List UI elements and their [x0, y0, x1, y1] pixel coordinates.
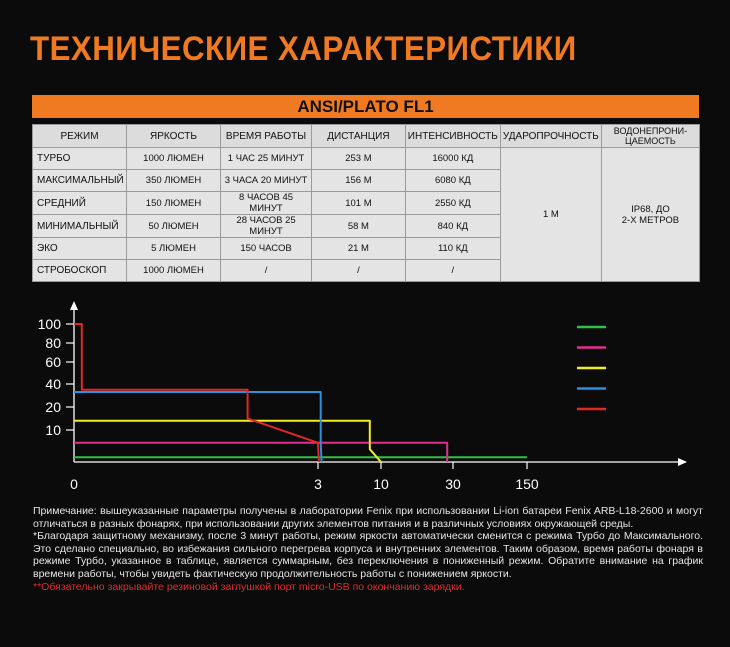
cell-distance: 156 М — [311, 169, 406, 192]
cell-runtime: 1 ЧАС 25 МИНУТ — [220, 147, 313, 170]
spec-table: РЕЖИМ ЯРКОСТЬ ВРЕМЯ РАБОТЫ ДИСТАНЦИЯ ИНТ… — [32, 124, 701, 282]
cell-runtime: 8 ЧАСОВ 45 МИНУТ — [220, 191, 313, 215]
note-warning: **Обязательно закрывайте резиновой заглу… — [33, 580, 465, 593]
x-tick-label: 3 — [314, 476, 322, 492]
x-tick-label: 150 — [515, 476, 539, 492]
cell-mode: ЭКО — [32, 237, 127, 260]
cell-mode: МИНИМАЛЬНЫЙ — [32, 214, 127, 238]
note-paragraph-1: Примечание: вышеуказанные параметры полу… — [33, 505, 703, 530]
y-tick-label: 20 — [45, 399, 61, 415]
y-tick-label: 60 — [45, 354, 61, 370]
table-row: ТУРБО 1000 ЛЮМЕН 1 ЧАС 25 МИНУТ 253 М 16… — [32, 147, 701, 282]
cell-intensity: 6080 КД — [404, 169, 501, 192]
cell-impact: 1 М — [499, 147, 602, 282]
header-runtime: ВРЕМЯ РАБОТЫ — [220, 124, 313, 148]
cell-mode: СТРОБОСКОП — [32, 259, 127, 282]
notes-block: Примечание: вышеуказанные параметры полу… — [33, 505, 703, 593]
waterproof-line-1: IP68, ДО — [631, 203, 670, 215]
cell-distance: 58 М — [311, 214, 406, 238]
header-distance: ДИСТАНЦИЯ — [311, 124, 406, 148]
series-line — [74, 391, 323, 463]
header-impact: УДАРОПРОЧНОСТЬ — [499, 124, 602, 148]
series-line — [74, 441, 449, 462]
header-intensity: ИНТЕНСИВНОСТЬ — [404, 124, 501, 148]
page-title: ТЕХНИЧЕСКИЕ ХАРАКТЕРИСТИКИ — [30, 30, 577, 68]
y-tick-label: 80 — [45, 335, 61, 351]
y-tick-label: 100 — [38, 316, 62, 332]
table-row: СТРОБОСКОП 1000 ЛЮМЕН / / / — [32, 259, 700, 282]
cell-runtime: 150 ЧАСОВ — [220, 237, 313, 260]
y-tick-label: 40 — [45, 376, 61, 392]
header-waterproof: ВОДОНЕПРОНИ-ЦАЕМОСТЬ — [600, 124, 701, 148]
waterproof-line-2: 2-Х МЕТРОВ — [621, 214, 680, 226]
x-tick-label: 30 — [445, 476, 461, 492]
table-header-row: РЕЖИМ ЯРКОСТЬ ВРЕМЯ РАБОТЫ ДИСТАНЦИЯ ИНТ… — [32, 124, 701, 148]
x-tick-label: 10 — [373, 476, 389, 492]
chart-legend — [577, 325, 606, 411]
header-mode: РЕЖИМ — [32, 124, 127, 148]
series-line — [74, 323, 320, 463]
cell-distance: / — [311, 259, 406, 282]
y-axis-arrow — [70, 301, 78, 310]
cell-brightness: 1000 ЛЮМЕН — [125, 259, 222, 282]
cell-distance: 21 М — [311, 237, 406, 260]
x-tick-label: 0 — [70, 476, 78, 492]
cell-intensity: 110 КД — [404, 237, 501, 260]
cell-runtime: 28 ЧАСОВ 25 МИНУТ — [220, 214, 313, 238]
cell-waterproof: IP68, ДО 2-Х МЕТРОВ — [600, 147, 701, 282]
cell-runtime: / — [220, 259, 313, 282]
chart-series-group — [74, 323, 527, 463]
cell-distance: 101 М — [311, 191, 406, 215]
cell-brightness: 350 ЛЮМЕН — [125, 169, 222, 192]
cell-intensity: / — [404, 259, 501, 282]
note-paragraph-2: *Благодаря защитному механизму, после 3 … — [33, 530, 703, 580]
cell-mode: МАКСИМАЛЬНЫЙ — [32, 169, 127, 192]
cell-brightness: 5 ЛЮМЕН — [125, 237, 222, 260]
cell-distance: 253 М — [311, 147, 406, 170]
cell-runtime: 3 ЧАСА 20 МИНУТ — [220, 169, 313, 192]
cell-brightness: 50 ЛЮМЕН — [125, 214, 222, 238]
cell-brightness: 150 ЛЮМЕН — [125, 191, 222, 215]
cell-mode: СРЕДНИЙ — [32, 191, 127, 215]
x-axis-arrow — [678, 458, 687, 466]
standard-banner: ANSI/PLATO FL1 — [32, 95, 699, 118]
cell-brightness: 1000 ЛЮМЕН — [125, 147, 222, 170]
cell-mode: ТУРБО — [32, 147, 127, 170]
table-row: ЭКО 5 ЛЮМЕН 150 ЧАСОВ 21 М 110 КД — [32, 237, 700, 260]
cell-intensity: 2550 КД — [404, 191, 501, 215]
cell-intensity: 840 КД — [404, 214, 501, 238]
series-line — [74, 419, 382, 463]
header-brightness: ЯРКОСТЬ — [125, 124, 222, 148]
cell-intensity: 16000 КД — [404, 147, 501, 170]
y-tick-label: 10 — [45, 422, 61, 438]
table-row: МИНИМАЛЬНЫЙ 50 ЛЮМЕН 28 ЧАСОВ 25 МИНУТ 5… — [32, 214, 700, 238]
